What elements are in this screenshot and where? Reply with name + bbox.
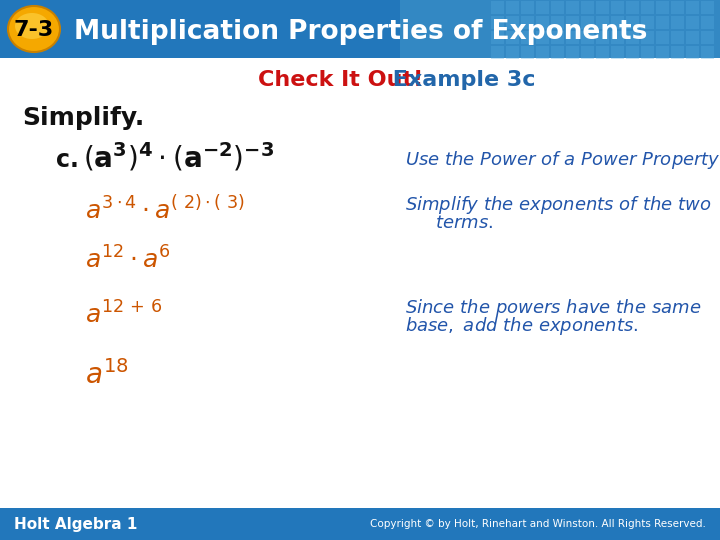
Text: Check It Out!: Check It Out!: [258, 70, 423, 90]
Bar: [686, 46, 699, 59]
Bar: [536, 16, 549, 29]
Bar: [581, 16, 594, 29]
Bar: [641, 46, 654, 59]
Bar: [701, 31, 714, 44]
Bar: [701, 16, 714, 29]
Bar: [611, 1, 624, 14]
Bar: [701, 1, 714, 14]
Text: $\mathit{base,\ add\ the\ exponents.}$: $\mathit{base,\ add\ the\ exponents.}$: [405, 315, 639, 337]
Bar: [551, 31, 564, 44]
Text: $a^{12}\cdot a^{6}$: $a^{12}\cdot a^{6}$: [85, 246, 171, 274]
Text: $\mathit{Since\ the\ powers\ have\ the\ same}$: $\mathit{Since\ the\ powers\ have\ the\ …: [405, 297, 701, 319]
Text: $a^{18}$: $a^{18}$: [85, 360, 129, 390]
Bar: [701, 46, 714, 59]
Bar: [536, 1, 549, 14]
Bar: [641, 16, 654, 29]
Bar: [521, 31, 534, 44]
Bar: [611, 31, 624, 44]
Text: 7-3: 7-3: [14, 20, 54, 40]
Bar: [626, 16, 639, 29]
Bar: [506, 16, 519, 29]
Bar: [0, 508, 720, 540]
Bar: [566, 31, 579, 44]
Text: $\mathbf{c.}$: $\mathbf{c.}$: [55, 148, 78, 172]
Bar: [491, 16, 504, 29]
Bar: [656, 1, 669, 14]
Bar: [551, 16, 564, 29]
Bar: [581, 46, 594, 59]
Bar: [521, 1, 534, 14]
Bar: [656, 46, 669, 59]
Text: Simplify.: Simplify.: [22, 106, 144, 130]
Bar: [671, 31, 684, 44]
Bar: [506, 1, 519, 14]
Bar: [566, 46, 579, 59]
Bar: [491, 46, 504, 59]
Text: $\mathit{terms.}$: $\mathit{terms.}$: [435, 214, 493, 232]
Bar: [671, 1, 684, 14]
Bar: [641, 31, 654, 44]
Text: Example 3c: Example 3c: [385, 70, 536, 90]
Bar: [506, 46, 519, 59]
Bar: [566, 1, 579, 14]
Ellipse shape: [8, 6, 60, 52]
Bar: [611, 46, 624, 59]
Bar: [596, 16, 609, 29]
Text: $a^{12\,+\,6}$: $a^{12\,+\,6}$: [85, 301, 163, 329]
Bar: [521, 46, 534, 59]
Bar: [656, 31, 669, 44]
Bar: [506, 31, 519, 44]
Text: Multiplication Properties of Exponents: Multiplication Properties of Exponents: [74, 19, 647, 45]
Text: $a^{3\cdot4}\cdot a^{(\ 2)\cdot(\ 3)}$: $a^{3\cdot4}\cdot a^{(\ 2)\cdot(\ 3)}$: [85, 195, 245, 224]
Bar: [581, 31, 594, 44]
Bar: [671, 46, 684, 59]
Text: $\mathit{Use\ the\ Power\ of\ a\ Power\ Property.}$: $\mathit{Use\ the\ Power\ of\ a\ Power\ …: [405, 149, 720, 171]
Bar: [686, 31, 699, 44]
Text: $\left(\mathbf{a}^{\mathbf{3}}\right)^{\mathbf{4}}\cdot\left(\mathbf{a}^{\mathbf: $\left(\mathbf{a}^{\mathbf{3}}\right)^{\…: [83, 140, 274, 173]
Bar: [536, 46, 549, 59]
Bar: [686, 16, 699, 29]
Bar: [491, 31, 504, 44]
Bar: [596, 46, 609, 59]
Bar: [596, 1, 609, 14]
Bar: [566, 16, 579, 29]
Bar: [656, 16, 669, 29]
Bar: [521, 16, 534, 29]
Bar: [626, 1, 639, 14]
Text: Holt Algebra 1: Holt Algebra 1: [14, 516, 138, 531]
Bar: [551, 46, 564, 59]
Bar: [641, 1, 654, 14]
Bar: [400, 0, 720, 58]
Text: $\mathit{Simplify\ the\ exponents\ of\ the\ two}$: $\mathit{Simplify\ the\ exponents\ of\ t…: [405, 194, 711, 216]
Bar: [596, 31, 609, 44]
Bar: [0, 0, 720, 58]
Bar: [491, 1, 504, 14]
Bar: [611, 16, 624, 29]
Bar: [686, 1, 699, 14]
Bar: [626, 31, 639, 44]
Text: Copyright © by Holt, Rinehart and Winston. All Rights Reserved.: Copyright © by Holt, Rinehart and Winsto…: [370, 519, 706, 529]
Bar: [581, 1, 594, 14]
Ellipse shape: [15, 13, 49, 39]
Bar: [626, 46, 639, 59]
Bar: [671, 16, 684, 29]
Bar: [536, 31, 549, 44]
Bar: [551, 1, 564, 14]
